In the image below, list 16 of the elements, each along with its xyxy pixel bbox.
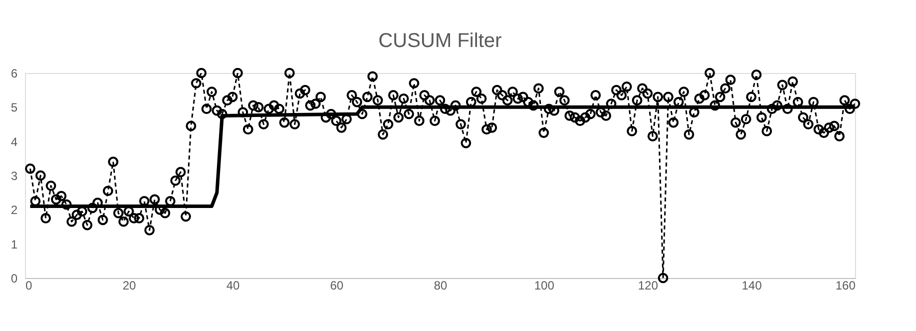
x-tick-label: 60 (330, 278, 344, 292)
y-tick-label: 5 (10, 100, 18, 115)
chart-title: CUSUM Filter (378, 30, 502, 52)
x-tick-label: 0 (26, 278, 32, 292)
x-tick-label: 160 (835, 278, 856, 292)
y-tick-label: 1 (10, 237, 18, 252)
x-tick-label: 120 (638, 278, 658, 292)
x-tick-label: 40 (226, 278, 240, 292)
x-tick-label: 80 (434, 278, 448, 292)
y-tick-label: 3 (10, 169, 18, 183)
x-tick-label: 100 (534, 278, 555, 292)
y-tick-label: 2 (10, 203, 18, 218)
x-tick-label: 140 (742, 278, 762, 292)
y-tick-label: 6 (10, 66, 18, 80)
y-tick-label: 4 (10, 134, 18, 149)
x-tick-label: 20 (122, 278, 136, 292)
